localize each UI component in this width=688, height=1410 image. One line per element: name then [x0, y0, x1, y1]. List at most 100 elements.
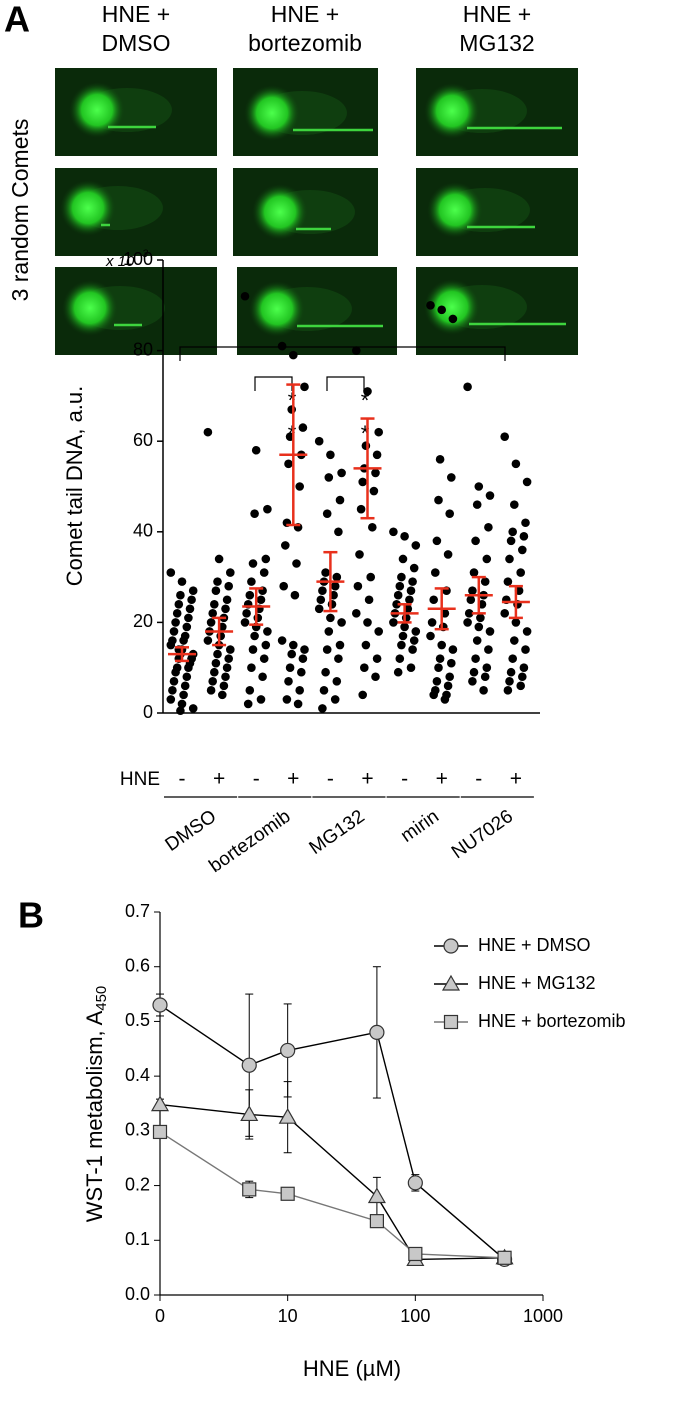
legend-label: HNE + DMSO — [478, 935, 591, 955]
data-point — [429, 690, 439, 700]
data-point — [480, 577, 490, 586]
data-point — [401, 613, 411, 623]
data-point — [247, 577, 256, 586]
data-point — [353, 581, 363, 591]
data-point — [277, 636, 287, 645]
data-point — [522, 627, 532, 636]
y-tick-label: 20 — [133, 611, 153, 631]
data-point — [290, 590, 300, 600]
data-point — [360, 663, 369, 672]
data-point — [319, 686, 329, 695]
hne-label: - — [475, 768, 482, 791]
comet-head — [427, 182, 483, 238]
data-point — [463, 382, 472, 392]
y-tick-label: 0.1 — [125, 1229, 150, 1249]
data-point — [503, 686, 513, 695]
data-point — [352, 346, 361, 355]
data-point — [297, 667, 306, 677]
comet-head — [424, 83, 480, 139]
y-tick-label: 0.0 — [125, 1284, 150, 1304]
data-point — [259, 654, 269, 663]
data-point — [176, 706, 185, 716]
data-point — [443, 550, 453, 559]
data-point — [321, 667, 330, 677]
data-point — [398, 631, 408, 641]
data-point — [216, 631, 225, 641]
data-point — [213, 577, 222, 586]
data-point — [469, 667, 479, 677]
data-point — [352, 609, 361, 618]
data-point — [445, 672, 455, 682]
comet-head — [249, 281, 305, 337]
column-header: bortezomib — [248, 30, 362, 56]
data-point — [393, 590, 403, 600]
data-point — [322, 509, 332, 518]
data-point — [468, 586, 477, 595]
data-point — [179, 636, 188, 645]
data-point — [284, 676, 293, 686]
data-point — [506, 536, 516, 546]
data-point — [240, 618, 250, 627]
data-point — [295, 482, 305, 491]
hne-label: + — [287, 768, 299, 791]
data-point — [356, 504, 366, 514]
data-point — [318, 586, 327, 595]
data-point — [250, 631, 259, 641]
data-point — [426, 631, 435, 641]
data-point — [472, 636, 482, 645]
data-point — [408, 577, 417, 586]
data-point — [505, 676, 514, 686]
data-point — [511, 618, 521, 627]
data-point — [447, 658, 456, 668]
hne-label: + — [510, 768, 522, 791]
legend-label: HNE + MG132 — [478, 973, 596, 993]
hne-label: - — [253, 768, 260, 791]
marker — [152, 997, 168, 1013]
data-point — [361, 640, 371, 650]
marker — [280, 1186, 295, 1201]
comet-head — [62, 280, 118, 336]
data-point — [372, 450, 382, 460]
significance-bracket — [326, 376, 365, 391]
data-point — [392, 599, 401, 609]
data-point — [242, 609, 251, 618]
marker — [241, 1057, 257, 1073]
data-point — [426, 301, 435, 310]
data-point — [332, 572, 342, 582]
data-point — [206, 618, 216, 627]
data-point — [256, 695, 266, 704]
data-point — [253, 613, 263, 623]
data-point — [332, 676, 342, 686]
data-point — [374, 427, 384, 437]
data-point — [218, 690, 227, 700]
marker — [369, 1214, 385, 1229]
data-point — [300, 645, 309, 654]
marker — [367, 1187, 386, 1204]
data-point — [224, 654, 233, 663]
data-point — [474, 622, 484, 632]
data-point — [214, 554, 224, 564]
line-chart: 0.0 0.1 0.2 0.3 0.4 0.5 0.6 0.7 0 10 100 1000 HNE (µ… — [82, 901, 626, 1381]
marker — [369, 1024, 385, 1040]
y-tick-label: 40 — [133, 521, 153, 541]
data-point — [363, 387, 372, 396]
data-point — [316, 595, 326, 605]
data-point — [518, 672, 527, 682]
data-point — [279, 581, 289, 591]
data-point — [185, 604, 195, 614]
data-point — [434, 663, 443, 672]
y-axis-label: WST-1 metabolism, A450 — [82, 986, 110, 1223]
data-point — [448, 314, 458, 324]
marker — [280, 1042, 296, 1059]
data-point — [518, 545, 527, 555]
data-point — [208, 609, 217, 618]
group-label: DMSO — [162, 806, 221, 856]
data-point — [179, 690, 188, 700]
comet-head — [424, 279, 480, 335]
data-point — [247, 663, 256, 672]
data-point — [226, 645, 235, 654]
data-point — [466, 595, 476, 605]
y-tick-label: 80 — [133, 339, 153, 359]
panel-label: B — [18, 895, 44, 936]
